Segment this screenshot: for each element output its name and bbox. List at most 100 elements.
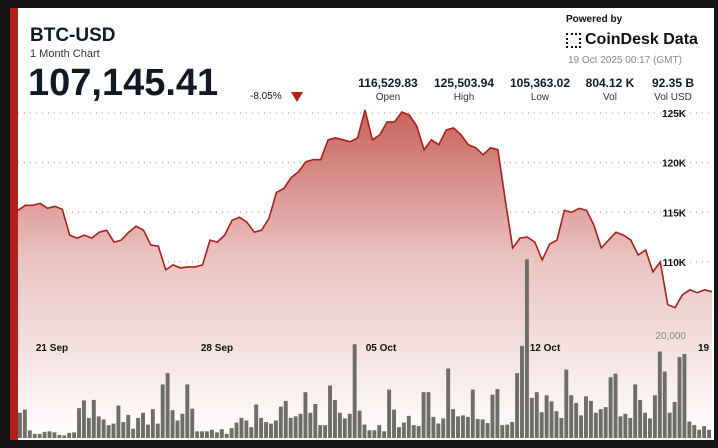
volume-bar — [244, 420, 249, 438]
y-tick-label: 125K — [662, 109, 687, 120]
volume-bar — [185, 384, 190, 438]
volume-bar — [436, 423, 441, 438]
volume-bar — [456, 416, 460, 438]
volume-bar — [18, 412, 22, 438]
volume-bar — [81, 400, 86, 438]
volume-bar — [362, 424, 367, 438]
volume-bar — [42, 431, 47, 438]
volume-bar — [209, 429, 214, 438]
volume-bar — [406, 415, 411, 438]
volume-bar — [32, 433, 37, 438]
volume-bar — [618, 416, 623, 438]
volume-bar — [200, 431, 205, 438]
volume-bar — [180, 413, 185, 438]
volume-bar — [697, 429, 702, 438]
volume-bar — [623, 413, 628, 438]
volume-bar — [175, 420, 180, 438]
volume-bar — [692, 425, 697, 438]
x-tick-label: 28 Sep — [201, 343, 233, 354]
volume-bar — [495, 389, 500, 438]
volume-bar — [490, 394, 495, 438]
volume-bar — [677, 357, 682, 438]
volume-bar — [170, 410, 175, 438]
volume-bar — [529, 397, 534, 438]
volume-bar — [259, 417, 264, 438]
volume-bar — [283, 400, 288, 438]
volume-bar — [313, 404, 318, 438]
stat-value: 92.35 B — [651, 76, 695, 90]
volume-bar — [205, 431, 209, 438]
volume-bar — [303, 392, 308, 438]
stat-value: 125,503.94 — [433, 76, 495, 90]
price-volume-chart: 125K 120K 115K 110K 20,000 21 Sep 28 Sep 05 Oct… — [17, 109, 713, 438]
volume-bar — [446, 368, 451, 438]
volume-bar — [298, 413, 303, 438]
volume-bar — [593, 412, 598, 438]
volume-bar — [101, 419, 106, 438]
volume-bar — [214, 432, 219, 438]
volume-bar — [111, 423, 116, 438]
volume-bar — [239, 417, 244, 438]
volume-bar — [57, 434, 62, 438]
volume-bar — [431, 416, 436, 438]
brand-name: CoinDesk Data — [585, 31, 698, 48]
volume-bar — [687, 421, 692, 438]
volume-bar — [544, 395, 549, 438]
y-tick-label: 120K — [662, 159, 687, 170]
stat-vol-usd: 92.35 B Vol USD — [643, 76, 703, 103]
volume-bar — [702, 426, 707, 438]
volume-bar — [451, 409, 456, 438]
volume-bar — [141, 412, 145, 438]
volume-bar — [352, 344, 357, 438]
volume-bar — [150, 409, 155, 438]
volume-bar — [534, 392, 539, 438]
coindesk-logo[interactable]: CoinDesk Data — [566, 31, 698, 49]
volume-bar — [421, 392, 426, 438]
volume-bar — [328, 385, 333, 438]
volume-bar — [160, 384, 165, 438]
volume-bar — [584, 396, 588, 438]
stat-value: 105,363.02 — [509, 76, 571, 90]
volume-bar — [515, 373, 520, 438]
volume-bar — [559, 417, 564, 438]
volume-bar — [308, 412, 313, 438]
volume-bar — [96, 416, 101, 438]
volume-bar — [377, 425, 382, 438]
volume-bar — [480, 419, 485, 438]
volume-bar — [22, 409, 27, 438]
accent-bar — [10, 8, 18, 440]
volume-bar — [165, 373, 170, 438]
y-tick-label: 115K — [663, 208, 687, 219]
stat-open: 116,529.83 Open — [350, 76, 426, 103]
volume-bar — [333, 399, 337, 438]
volume-bar — [323, 425, 328, 438]
volume-bar — [524, 259, 529, 438]
volume-bar — [648, 418, 652, 438]
stat-label: Open — [375, 92, 401, 103]
volume-bar — [426, 392, 431, 438]
x-tick-label: 19 — [698, 343, 710, 354]
volume-bar — [382, 431, 387, 438]
timestamp: 19 Oct 2025 00:17 (GMT) — [568, 55, 682, 66]
volume-bar — [505, 424, 510, 438]
volume-bar — [401, 422, 406, 438]
volume-bar — [652, 395, 657, 438]
volume-bar — [190, 408, 195, 438]
stat-value: 804.12 K — [585, 76, 635, 90]
volume-bar — [657, 351, 662, 438]
volume-bar — [264, 422, 269, 438]
volume-bar — [633, 384, 638, 438]
volume-bar — [500, 425, 505, 438]
volume-bar — [387, 389, 392, 438]
volume-bar — [77, 408, 81, 438]
volume-bar — [52, 432, 57, 438]
volume-bar — [539, 412, 544, 438]
volume-bar — [392, 409, 396, 438]
powered-by: Powered by — [566, 14, 623, 25]
down-arrow-icon — [291, 92, 303, 102]
volume-bar — [396, 427, 401, 438]
volume-bar — [643, 412, 648, 438]
stat-label: Vol — [603, 92, 617, 103]
stat-vol: 804.12 K Vol — [580, 76, 640, 103]
volume-bar — [342, 418, 347, 438]
